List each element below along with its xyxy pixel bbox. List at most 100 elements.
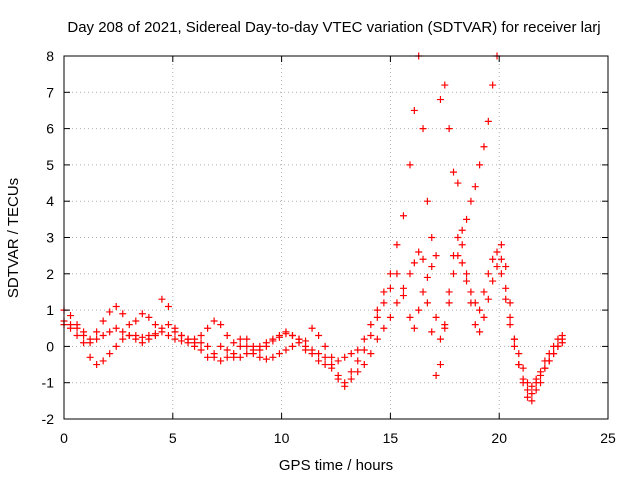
data-point — [458, 241, 466, 249]
data-point — [99, 317, 107, 325]
data-point — [480, 143, 488, 151]
data-point — [112, 324, 120, 332]
y-tick-label: -2 — [42, 411, 55, 427]
data-point — [236, 342, 244, 350]
data-point — [467, 288, 475, 296]
data-point — [373, 313, 381, 321]
data-point — [191, 342, 199, 350]
y-tick-label: 3 — [46, 230, 54, 246]
data-point — [502, 263, 510, 271]
data-point — [423, 273, 431, 281]
data-point — [80, 328, 88, 336]
data-point — [493, 248, 501, 256]
data-point — [399, 212, 407, 220]
data-point — [106, 328, 114, 336]
data-point — [321, 361, 329, 369]
data-point — [432, 371, 440, 379]
data-point — [415, 306, 423, 314]
data-point — [197, 332, 205, 340]
data-point — [367, 321, 375, 329]
data-point — [204, 353, 212, 361]
data-point — [230, 339, 238, 347]
data-point — [93, 328, 101, 336]
data-point — [164, 332, 172, 340]
data-point — [480, 288, 488, 296]
data-point — [436, 96, 444, 104]
data-point — [321, 342, 329, 350]
data-point — [502, 295, 510, 303]
data-point — [406, 270, 414, 278]
data-point — [256, 342, 264, 350]
y-tick-label: 6 — [46, 121, 54, 137]
data-point — [288, 332, 296, 340]
y-tick-label: 4 — [46, 193, 54, 209]
data-point — [269, 353, 277, 361]
data-point — [243, 335, 251, 343]
data-point — [158, 328, 166, 336]
data-point — [315, 350, 323, 358]
data-point — [86, 353, 94, 361]
data-point — [428, 328, 436, 336]
data-point — [328, 353, 336, 361]
data-point — [467, 299, 475, 307]
data-points — [60, 52, 566, 405]
data-point — [80, 339, 88, 347]
data-point — [243, 350, 251, 358]
data-point — [393, 270, 401, 278]
data-point — [506, 313, 514, 321]
data-point — [419, 288, 427, 296]
data-point — [519, 375, 527, 383]
data-point — [67, 321, 75, 329]
data-point — [132, 332, 140, 340]
series-1 — [60, 234, 566, 398]
data-point — [93, 335, 101, 343]
data-point — [489, 81, 497, 89]
y-axis-title: SDTVAR / TECUs — [5, 178, 22, 298]
data-point — [463, 215, 471, 223]
x-tick-label: 5 — [169, 430, 177, 446]
data-point — [493, 263, 501, 271]
data-point — [471, 321, 479, 329]
data-point — [184, 339, 192, 347]
data-point — [484, 270, 492, 278]
data-point — [347, 350, 355, 358]
x-tick-label: 20 — [491, 430, 507, 446]
data-point — [380, 324, 388, 332]
data-point — [410, 324, 418, 332]
data-point — [223, 332, 231, 340]
x-tick-label: 0 — [60, 430, 68, 446]
data-point — [354, 357, 362, 365]
data-point — [249, 346, 257, 354]
data-point — [558, 332, 566, 340]
data-point — [386, 313, 394, 321]
chart-title: Day 208 of 2021, Sidereal Day-to-day VTE… — [67, 19, 600, 36]
data-point — [399, 284, 407, 292]
data-point — [210, 317, 218, 325]
data-point — [484, 295, 492, 303]
data-point — [315, 332, 323, 340]
data-point — [489, 277, 497, 285]
data-point — [282, 328, 290, 336]
data-point — [138, 310, 146, 318]
data-point — [151, 321, 159, 329]
y-tick-label: 1 — [46, 302, 54, 318]
data-point — [230, 353, 238, 361]
data-point — [386, 284, 394, 292]
data-point — [125, 321, 133, 329]
data-point — [558, 339, 566, 347]
data-point — [419, 125, 427, 133]
data-point — [223, 346, 231, 354]
data-point — [99, 332, 107, 340]
data-point — [380, 288, 388, 296]
data-point — [428, 234, 436, 241]
data-point — [480, 313, 488, 321]
data-point — [275, 332, 283, 340]
data-point — [360, 346, 368, 354]
y-tick-label: 5 — [46, 157, 54, 173]
data-point — [441, 321, 449, 329]
x-axis-title: GPS time / hours — [279, 457, 393, 474]
data-point — [341, 353, 349, 361]
data-point — [532, 375, 540, 383]
